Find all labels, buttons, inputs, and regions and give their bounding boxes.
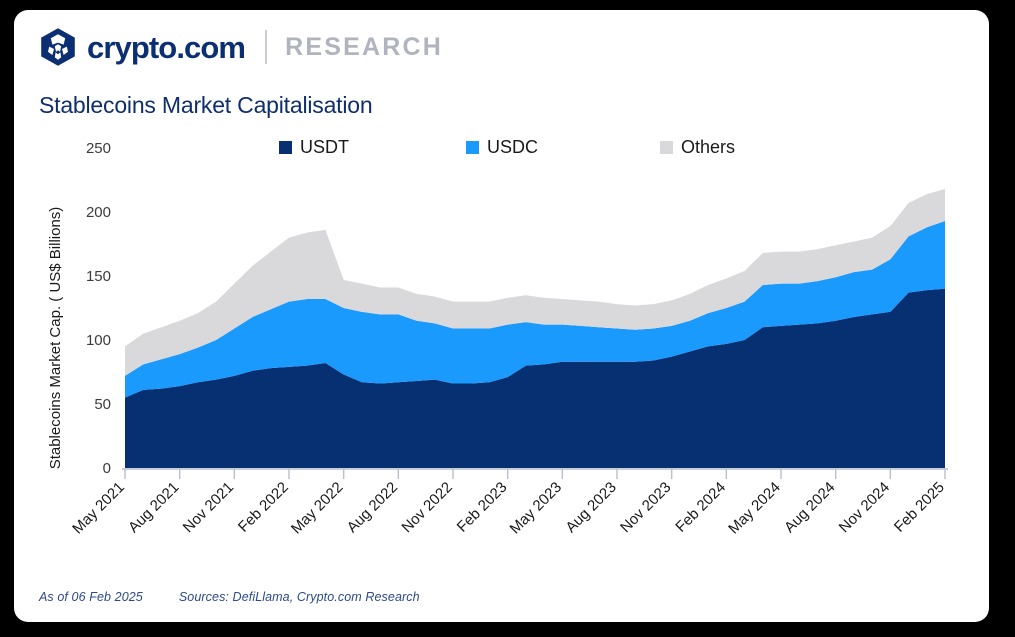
stacked-area-chart: 0 50 100 150 200 250 May 2021 Aug 2021 Nov 2021 F… [14,10,989,622]
brand-subtitle: RESEARCH [285,32,444,61]
x-tick-label: Feb 2023 [454,479,511,536]
x-tick-label: May 2024 [725,479,784,538]
legend-item-usdt: USDT [279,138,349,156]
legend-swatch-others [660,140,674,154]
crypto-com-lion-hexagon-icon [38,27,78,67]
y-tick-label: 50 [94,396,111,413]
brand-header: crypto.com RESEARCH [38,24,443,70]
x-tick-label: Aug 2021 [125,479,182,536]
area-series-usdt [125,288,945,468]
legend-label-usdc: USDC [487,137,539,157]
y-tick-label: 150 [86,268,111,285]
x-tick-label: Nov 2024 [836,479,893,536]
legend-item-usdc: USDC [466,138,538,156]
y-tick-label: 200 [86,204,111,221]
x-tick-label: Aug 2022 [344,479,401,536]
x-tick-label: May 2023 [507,479,566,538]
brand-divider [265,30,268,64]
x-tick-label: Feb 2024 [672,479,729,536]
as-of-date: As of 06 Feb 2025 [39,590,143,604]
x-tick-label: Feb 2022 [235,479,292,536]
legend-swatch-usdc [466,140,479,154]
area-series-usdc [125,220,945,398]
y-axis-title: Stablecoins Market Cap. ( US$ Billions) [47,207,64,470]
chart-legend: USDT USDC Others [279,138,735,156]
chart-footer: As of 06 Feb 2025 Sources: DefiLlama, Cr… [39,590,420,604]
y-tick-label: 0 [103,460,111,477]
x-tick-label: Nov 2022 [398,479,455,536]
x-tick-label: May 2022 [288,479,347,538]
legend-label-others: Others [681,137,736,157]
area-series-others [125,188,945,376]
brand-name: crypto.com [87,29,246,65]
legend-swatch-usdt [279,140,292,154]
x-tick-label: Feb 2025 [891,479,948,536]
report-card: crypto.com RESEARCH Stablecoins Market C… [14,10,989,622]
sources-text: Sources: DefiLlama, Crypto.com Research [178,590,420,604]
y-tick-label: 250 [86,140,111,157]
legend-label-usdt: USDT [300,137,349,157]
x-tick-label: Aug 2023 [562,479,619,536]
x-tick-label: Nov 2021 [180,479,237,536]
page-title: Stablecoins Market Capitalisation [39,92,373,118]
x-tick-label: May 2021 [69,479,128,538]
y-tick-label: 100 [86,332,111,349]
x-tick-label: Nov 2023 [617,479,674,536]
x-tick-label: Aug 2024 [781,479,838,536]
legend-item-others: Others [660,138,735,156]
